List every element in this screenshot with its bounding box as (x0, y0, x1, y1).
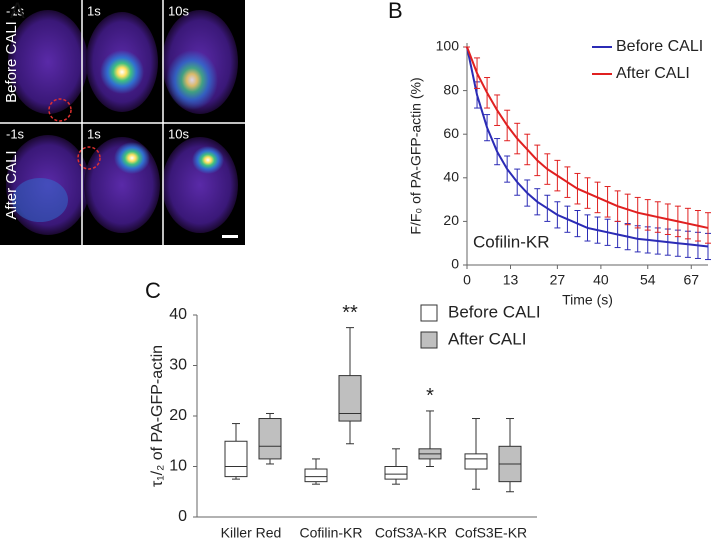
legend-label: Before CALI (448, 302, 541, 321)
line-chart: 0 20 40 60 80 100 0 13 27 40 54 67 Time (s) F/F₀ of P… (408, 38, 711, 308)
box (464, 453, 488, 470)
y-tick-label: 100 (436, 38, 460, 54)
x-tick-label: 27 (550, 272, 566, 288)
time-label: -1s (6, 3, 25, 18)
y-axis-label: τ₁/₂ of PA-GFP-actin (149, 345, 166, 487)
panel-label: C (145, 278, 161, 303)
annotation: Cofilin-KR (473, 232, 550, 251)
data-line (466, 46, 709, 229)
x-tick-label: 67 (683, 272, 699, 288)
x-tick-label: 54 (640, 272, 656, 288)
data-line (466, 46, 709, 248)
y-axis-label: F/F₀ of PA-GFP-actin (%) (408, 77, 424, 234)
cells (6, 10, 238, 235)
row-label: After CALI (3, 150, 20, 219)
x-tick-label: 13 (503, 272, 519, 288)
x-tick-label: Cofilin-KR (299, 525, 362, 541)
significance: ** (342, 302, 358, 324)
x-tick-label: Killer Red (221, 525, 282, 541)
panel-label: A (10, 0, 25, 23)
box (304, 468, 328, 483)
box (224, 440, 248, 478)
y-tick-label: 20 (443, 212, 459, 228)
y-tick-label: 0 (178, 508, 187, 525)
legend-swatch (420, 331, 438, 349)
time-label: 10s (168, 3, 189, 18)
box (338, 375, 362, 422)
time-label: -1s (6, 126, 25, 141)
microscopy-panel: -1s 1s 10s -1s 1s 10s Before CALI After … (0, 0, 245, 245)
y-tick-label: 40 (169, 306, 187, 323)
y-tick-label: 60 (443, 125, 459, 141)
significance: * (426, 385, 434, 407)
x-axis-label: Time (s) (562, 292, 613, 308)
time-label: 10s (168, 126, 189, 141)
y-tick-label: 10 (169, 458, 187, 475)
y-tick-label: 80 (443, 81, 459, 97)
y-tick-label: 30 (169, 357, 187, 374)
y-tick-label: 40 (443, 169, 459, 185)
legend-label: After CALI (616, 65, 690, 82)
row-label: Before CALI (3, 21, 20, 103)
x-tick-label: 0 (463, 272, 471, 288)
y-tick-label: 20 (169, 407, 187, 424)
box (384, 466, 408, 480)
time-label: 1s (87, 3, 101, 18)
scale-bar (222, 235, 238, 238)
time-label: 1s (87, 126, 101, 141)
image-borders (0, 0, 245, 245)
legend-label: Before CALI (616, 38, 703, 55)
legend-label: After CALI (448, 329, 526, 348)
panel-label: B (388, 0, 403, 23)
box (258, 418, 282, 460)
x-tick-label: 40 (593, 272, 609, 288)
box-chart: 0 10 20 30 40 τ₁/₂ of PA-GFP-actin Killer Red C… (149, 302, 540, 541)
legend-swatch (420, 304, 438, 322)
y-tick-label: 0 (451, 256, 459, 272)
x-tick-label: CofS3A-KR (375, 525, 447, 541)
x-tick-label: CofS3E-KR (455, 525, 527, 541)
